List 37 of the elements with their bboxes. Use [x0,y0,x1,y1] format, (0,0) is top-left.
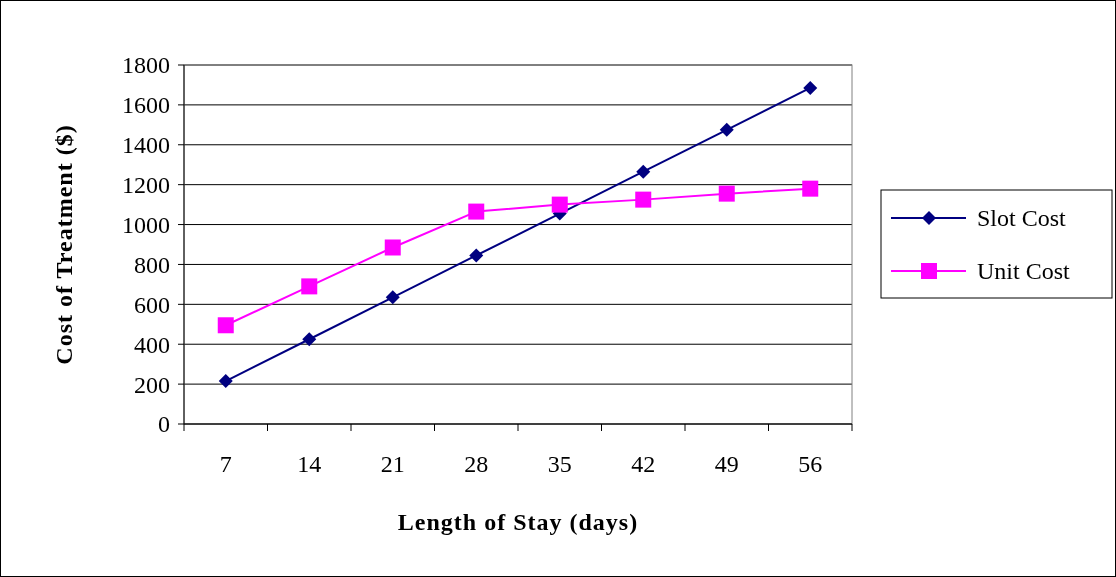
point [803,80,818,95]
point [468,203,485,220]
point [301,278,318,295]
y-tick-label: 0 [158,411,170,438]
x-tick-label: 42 [631,451,656,477]
x-tick-label: 28 [464,451,489,477]
x-tick-label: 7 [219,451,232,477]
point [469,248,484,263]
y-tick-label: 800 [134,251,170,278]
point [218,374,233,389]
y-tick-label: 1400 [122,132,170,159]
point [302,332,317,347]
point [551,196,568,213]
point [718,185,735,202]
x-tick-label: 49 [714,451,739,477]
y-axis-title: Cost of Treatment ($) [51,124,77,365]
point [719,122,734,137]
x-tick-label: 56 [798,451,823,477]
legend-label: Slot Cost [977,205,1067,232]
point [802,180,819,197]
y-tick-label: 1600 [122,92,170,119]
point [636,164,651,179]
x-tick-label: 35 [547,451,572,477]
legend-label: Unit Cost [977,258,1071,285]
point [385,290,400,305]
point [217,317,234,334]
y-tick-label: 400 [134,331,170,358]
x-tick-label: 21 [380,451,405,477]
point [384,239,401,256]
y-tick-label: 200 [134,371,170,398]
x-axis-title: Length of Stay (days) [397,509,639,535]
x-tick-label: 14 [297,451,322,477]
y-tick-label: 1800 [122,52,170,79]
y-tick-label: 600 [134,291,170,318]
y-tick-label: 1200 [122,172,170,199]
y-tick-label: 1000 [122,211,170,238]
point [635,191,652,208]
